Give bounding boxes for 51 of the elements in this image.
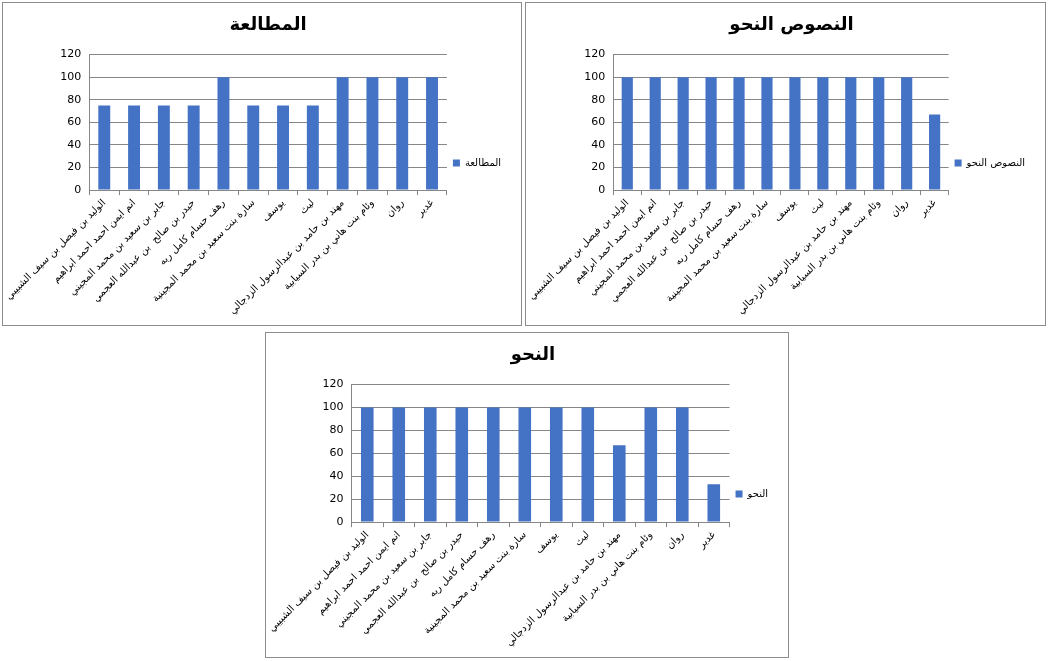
y-tick-label: 100 (322, 400, 344, 414)
y-tick-label: 40 (67, 137, 82, 151)
x-tick-label: روان (663, 528, 687, 552)
bar (612, 445, 626, 522)
bar (581, 407, 595, 522)
y-tick-label: 100 (60, 70, 82, 84)
y-tick-label: 80 (591, 92, 606, 106)
bar (455, 407, 469, 522)
chart-title: المطالعة (229, 13, 307, 35)
legend-label: النصوص النحو (965, 156, 1026, 168)
x-tick-label: ليث (297, 196, 317, 216)
legend-label: المطالعة (464, 156, 501, 168)
y-tick-label: 120 (60, 47, 82, 61)
bar (423, 407, 437, 522)
y-tick-label: 80 (329, 423, 344, 437)
x-tick-label: ليث (807, 196, 827, 216)
bar (675, 407, 689, 522)
bar (707, 484, 721, 522)
y-tick-label: 0 (598, 182, 606, 196)
y-tick-label: 80 (67, 92, 82, 106)
bar (549, 407, 563, 522)
y-tick-label: 60 (67, 115, 82, 129)
y-tick-label: 60 (329, 446, 344, 460)
bar (360, 407, 374, 522)
legend-label: النحو (746, 487, 768, 499)
x-tick-label: يوسف (259, 196, 287, 224)
y-tick-label: 20 (591, 160, 606, 174)
bar (486, 407, 500, 522)
y-tick-label: 20 (329, 492, 344, 506)
x-tick-label: يوسف (771, 196, 799, 224)
x-tick-label: غدير (413, 196, 436, 219)
y-tick-label: 40 (591, 137, 606, 151)
y-tick-label: 40 (329, 469, 344, 483)
bar (644, 407, 658, 522)
y-tick-label: 100 (584, 70, 606, 84)
x-tick-label: يوسف (532, 528, 560, 556)
y-tick-label: 60 (591, 115, 606, 129)
y-tick-label: 0 (74, 182, 82, 196)
x-tick-label: غدير (916, 196, 938, 219)
y-tick-label: 0 (336, 514, 344, 528)
y-tick-label: 20 (67, 160, 82, 174)
x-tick-label: روان (888, 196, 911, 220)
x-tick-label: ليث (572, 528, 592, 548)
y-tick-label: 120 (584, 47, 606, 61)
bar (392, 407, 406, 522)
chart-title: النحو (509, 343, 556, 366)
y-tick-label: 120 (322, 377, 344, 391)
x-tick-label: غدير (695, 528, 718, 551)
x-tick-label: روان (383, 196, 407, 220)
chart-title: النصوص النحو (728, 13, 854, 36)
bar (518, 407, 532, 522)
